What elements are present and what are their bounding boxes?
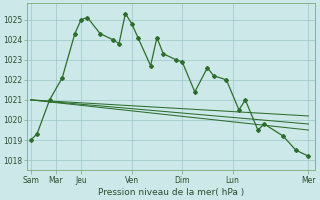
X-axis label: Pression niveau de la mer( hPa ): Pression niveau de la mer( hPa ) — [98, 188, 244, 197]
